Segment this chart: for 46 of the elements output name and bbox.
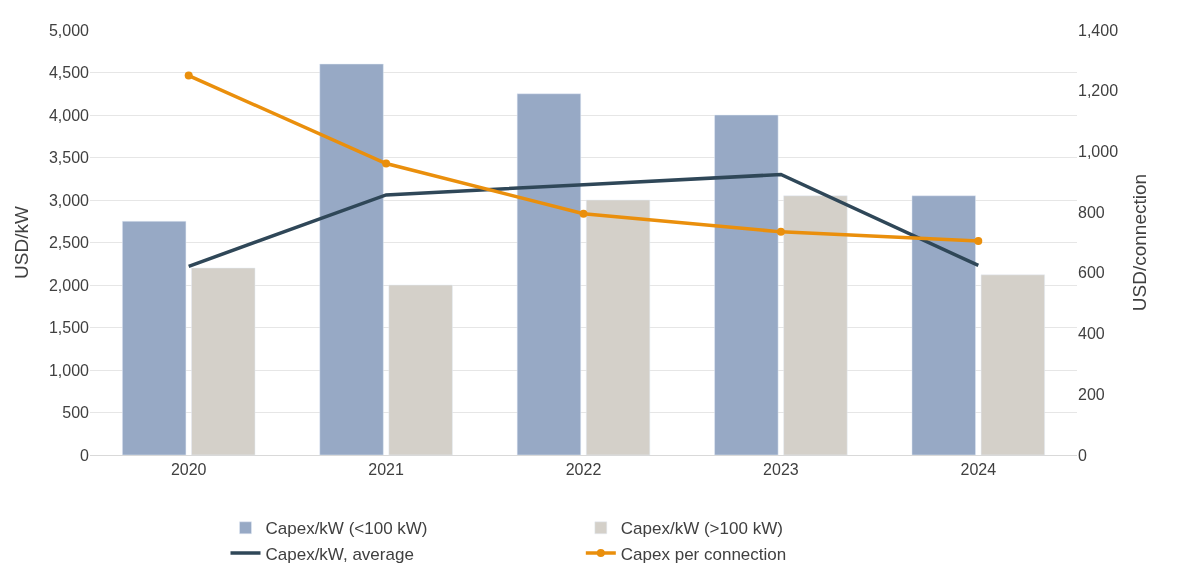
bar [783, 195, 848, 455]
legend-label: Capex per connection [620, 544, 787, 564]
legend-label: Capex/kW (<100 kW) [265, 519, 428, 539]
point [382, 159, 391, 168]
point [184, 71, 193, 80]
point [974, 236, 983, 245]
bar [714, 114, 779, 455]
x-tick-label: 2021 [368, 461, 404, 479]
y-tick-label: 4,500 [48, 64, 90, 82]
x-tick-label: 2024 [960, 461, 997, 479]
legend-label: Capex/kW (>100 kW) [620, 519, 783, 539]
bar [516, 93, 581, 455]
y2-tick-label: 400 [1078, 325, 1105, 343]
y2-tick-label: 1,000 [1078, 143, 1119, 161]
bar [122, 221, 187, 455]
bar [911, 195, 976, 455]
bar [319, 63, 384, 455]
bar [191, 267, 256, 455]
y2-tick-label: 1,200 [1078, 82, 1119, 100]
bar [388, 284, 453, 455]
y-tick-label: 3,000 [48, 191, 90, 209]
y2-axis-title: USD/connection [1128, 173, 1150, 312]
x-tick-label: 2023 [763, 461, 799, 479]
y-tick-label: 3,500 [48, 149, 90, 167]
point [579, 209, 588, 218]
line-series [186, 172, 981, 269]
y-tick-label: 2,000 [48, 276, 90, 294]
y-tick-label: 1,000 [48, 361, 90, 379]
x-tick-label: 2020 [170, 461, 207, 479]
y-tick-label: 4,000 [48, 106, 90, 124]
bar [586, 199, 651, 455]
y2-tick-label: 800 [1078, 203, 1105, 221]
y2-tick-label: 1,400 [1078, 21, 1119, 39]
x-tick-label: 2022 [565, 461, 602, 479]
y2-tick-label: 600 [1078, 264, 1105, 282]
bar [980, 274, 1045, 455]
y-tick-label: 5,000 [48, 21, 90, 39]
point [776, 227, 785, 236]
y-tick-label: 1,500 [48, 319, 90, 337]
y2-tick-label: 200 [1078, 385, 1105, 403]
y-tick-label: 500 [62, 404, 90, 422]
y2-tick-label: 0 [1078, 446, 1087, 464]
legend-label: Capex/kW, average [265, 544, 414, 564]
y-tick-label: 0 [80, 446, 90, 464]
y-tick-label: 2,500 [48, 234, 90, 252]
y-axis-title: USD/kW [10, 206, 32, 279]
